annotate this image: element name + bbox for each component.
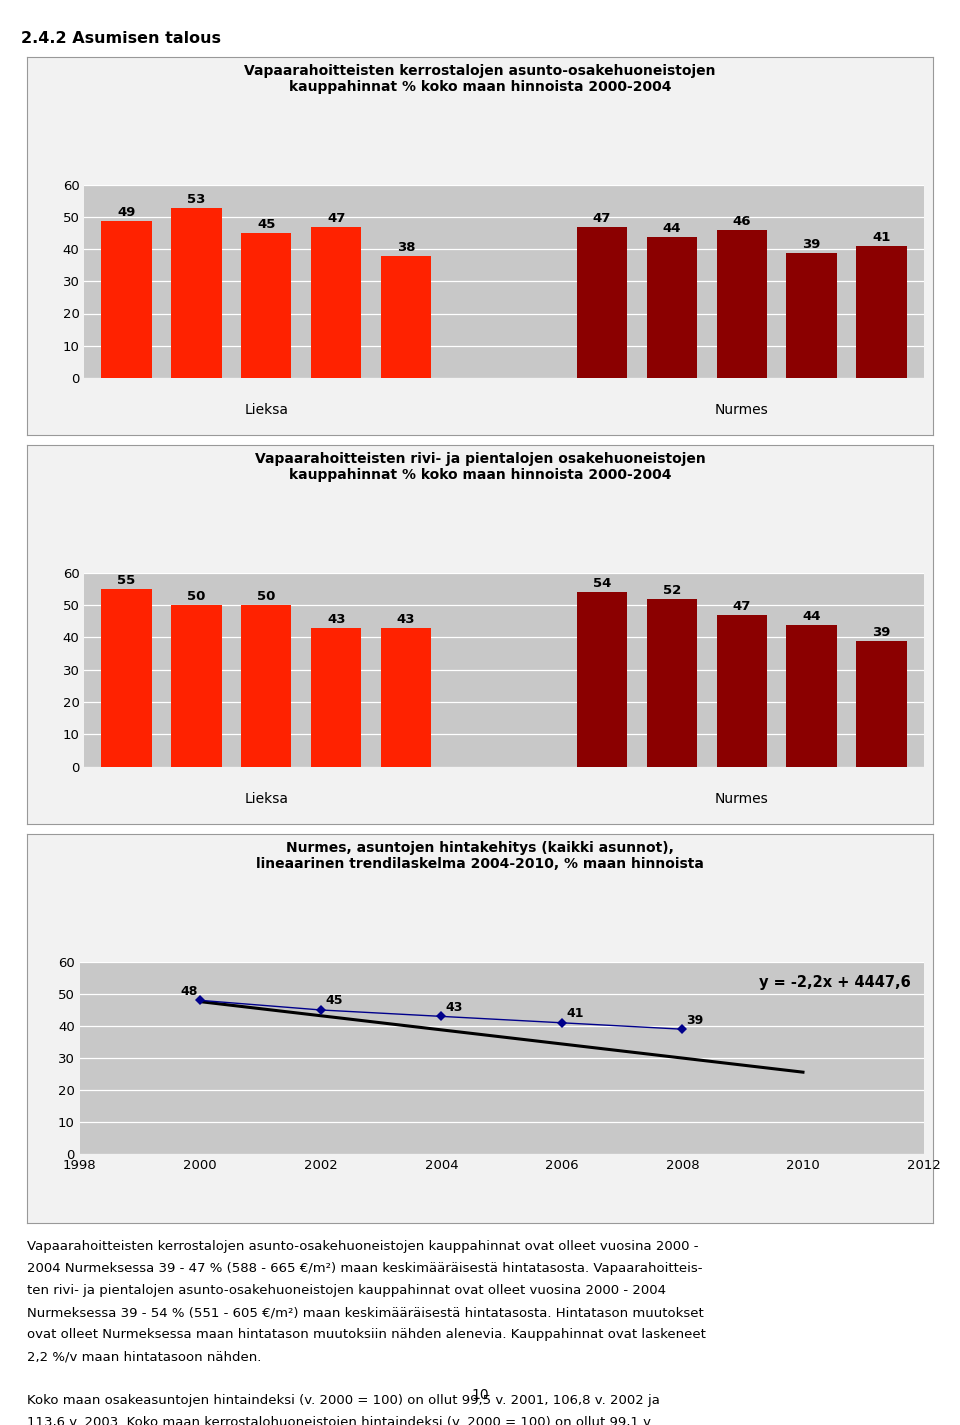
- Bar: [381, 256, 431, 378]
- Text: 43: 43: [396, 613, 416, 626]
- Text: Vapaarahoitteisten kerrostalojen asunto-osakehuoneistojen
kauppahinnat % koko ma: Vapaarahoitteisten kerrostalojen asunto-…: [244, 64, 716, 94]
- Text: 39: 39: [803, 238, 821, 251]
- Text: Lieksa: Lieksa: [244, 403, 288, 418]
- Text: 10: 10: [471, 1388, 489, 1402]
- Text: 44: 44: [662, 222, 681, 235]
- Text: 50: 50: [257, 590, 276, 603]
- Text: 47: 47: [732, 600, 751, 613]
- Text: 2004 Nurmeksessa 39 - 47 % (588 - 665 €/m²) maan keskimääräisestä hintatasosta. : 2004 Nurmeksessa 39 - 47 % (588 - 665 €/…: [27, 1263, 703, 1275]
- Text: 39: 39: [686, 1013, 704, 1026]
- Text: 43: 43: [445, 1000, 463, 1013]
- Text: y = -2,2x + 4447,6: y = -2,2x + 4447,6: [759, 975, 911, 990]
- Text: Nurmes: Nurmes: [715, 403, 769, 418]
- Bar: [577, 227, 627, 378]
- Text: 2,2 %/v maan hintatasoon nähden.: 2,2 %/v maan hintatasoon nähden.: [27, 1351, 261, 1364]
- Text: ovat olleet Nurmeksessa maan hintatason muutoksiin nähden alenevia. Kauppahinnat: ovat olleet Nurmeksessa maan hintatason …: [27, 1328, 706, 1341]
- Text: 38: 38: [396, 241, 416, 254]
- Text: Nurmeksessa 39 - 54 % (551 - 605 €/m²) maan keskimääräisestä hintatasosta. Hinta: Nurmeksessa 39 - 54 % (551 - 605 €/m²) m…: [27, 1305, 704, 1320]
- Text: 45: 45: [257, 218, 276, 231]
- Text: 45: 45: [324, 995, 343, 1007]
- Text: 49: 49: [117, 205, 135, 218]
- Text: 55: 55: [117, 574, 135, 587]
- Text: 47: 47: [327, 212, 346, 225]
- Bar: [311, 628, 361, 767]
- Text: 43: 43: [327, 613, 346, 626]
- Bar: [311, 227, 361, 378]
- Bar: [856, 247, 907, 378]
- Text: 44: 44: [803, 610, 821, 623]
- Text: 41: 41: [566, 1007, 584, 1020]
- Text: 54: 54: [592, 577, 612, 590]
- Text: 113,6 v. 2003. Koko maan kerrostalohuoneistojen hintaindeksi (v. 2000 = 100) on : 113,6 v. 2003. Koko maan kerrostalohuone…: [27, 1416, 654, 1425]
- Text: 39: 39: [873, 626, 891, 638]
- Text: Nurmes, asuntojen hintakehitys (kaikki asunnot),
lineaarinen trendilaskelma 2004: Nurmes, asuntojen hintakehitys (kaikki a…: [256, 841, 704, 871]
- Bar: [716, 614, 767, 767]
- Text: Nurmes: Nurmes: [715, 792, 769, 807]
- Text: Koko maan osakeasuntojen hintaindeksi (v. 2000 = 100) on ollut 99,5 v. 2001, 106: Koko maan osakeasuntojen hintaindeksi (v…: [27, 1394, 660, 1408]
- Bar: [171, 208, 222, 378]
- Text: 47: 47: [592, 212, 612, 225]
- Text: Vapaarahoitteisten kerrostalojen asunto-osakehuoneistojen kauppahinnat ovat olle: Vapaarahoitteisten kerrostalojen asunto-…: [27, 1240, 698, 1253]
- Bar: [647, 237, 697, 378]
- Bar: [241, 606, 292, 767]
- Bar: [856, 641, 907, 767]
- Bar: [381, 628, 431, 767]
- Text: ten rivi- ja pientalojen asunto-osakehuoneistojen kauppahinnat ovat olleet vuosi: ten rivi- ja pientalojen asunto-osakehuo…: [27, 1284, 666, 1297]
- Text: Lieksa: Lieksa: [244, 792, 288, 807]
- Bar: [101, 221, 152, 378]
- Bar: [786, 624, 837, 767]
- Bar: [241, 234, 292, 378]
- Text: 53: 53: [187, 192, 205, 205]
- Bar: [786, 252, 837, 378]
- Bar: [647, 598, 697, 767]
- Text: Vapaarahoitteisten rivi- ja pientalojen osakehuoneistojen
kauppahinnat % koko ma: Vapaarahoitteisten rivi- ja pientalojen …: [254, 452, 706, 482]
- Text: 41: 41: [873, 231, 891, 244]
- Bar: [171, 606, 222, 767]
- Text: 48: 48: [180, 985, 198, 998]
- Text: 52: 52: [662, 584, 681, 597]
- Bar: [101, 589, 152, 767]
- Text: 2.4.2 Asumisen talous: 2.4.2 Asumisen talous: [21, 31, 221, 46]
- Bar: [716, 231, 767, 378]
- Text: 46: 46: [732, 215, 751, 228]
- Text: 50: 50: [187, 590, 205, 603]
- Bar: [577, 593, 627, 767]
